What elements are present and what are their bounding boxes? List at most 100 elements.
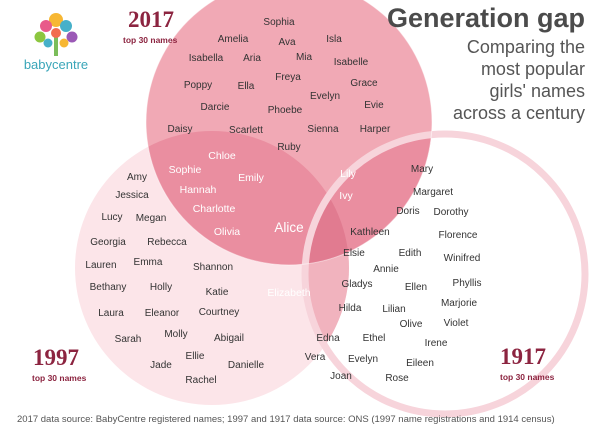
name-label: Bethany: [90, 282, 127, 293]
name-label: Lilian: [382, 304, 405, 315]
name-label: Hannah: [180, 184, 217, 196]
subtitle-line: most popular: [480, 59, 585, 79]
name-label: Evie: [364, 100, 384, 111]
page-subtitle: Comparing the most popular girls' names …: [385, 36, 585, 124]
name-label: Ivy: [339, 190, 353, 202]
names-1917-only: Mary Margaret Doris Dorothy Kathleen Flo…: [305, 164, 482, 384]
name-label: Holly: [150, 282, 172, 293]
name-label: Lily: [340, 168, 357, 180]
name-label: Georgia: [90, 237, 126, 248]
overlap-2017-1997: [146, 131, 349, 265]
subtitle-line: across a century: [452, 103, 585, 123]
name-label: Joan: [330, 371, 352, 382]
name-label: Daisy: [167, 124, 192, 135]
name-label: Olive: [400, 319, 423, 330]
name-label: Annie: [373, 264, 399, 275]
name-label: Freya: [275, 72, 301, 83]
ring-1917: [301, 130, 589, 418]
name-label: Amy: [127, 172, 147, 183]
name-label: Irene: [425, 338, 448, 349]
name-label: Lucy: [101, 212, 122, 223]
name-label: Ava: [278, 37, 295, 48]
year-label-2017: 2017: [128, 7, 174, 32]
names-2017-1917: Lily Ivy: [339, 168, 356, 202]
name-label: Ella: [238, 81, 255, 92]
name-label: Ruby: [277, 142, 300, 153]
name-label: Edith: [399, 248, 422, 259]
name-label: Molly: [164, 329, 187, 340]
name-label: Sienna: [307, 124, 339, 135]
name-label: Phoebe: [268, 105, 303, 116]
name-label: Dorothy: [433, 207, 468, 218]
year-caption-2017: top 30 names: [123, 35, 178, 45]
name-label: Eleanor: [145, 308, 180, 319]
subtitle-line: girls' names: [489, 81, 585, 101]
name-label: Margaret: [413, 187, 453, 198]
name-label: Phyllis: [453, 278, 482, 289]
name-label: Gladys: [341, 279, 372, 290]
babycentre-logo-icon: [34, 13, 78, 56]
name-label: Sophia: [263, 17, 295, 28]
name-label: Scarlett: [229, 125, 263, 136]
name-label: Ethel: [363, 333, 386, 344]
name-label: Darcie: [201, 102, 230, 113]
name-label: Vera: [305, 352, 326, 363]
names-2017-only: Sophia Amelia Ava Isla Isabella Aria Mia…: [167, 17, 390, 153]
names-1997-only: Amy Jessica Lucy Megan Georgia Rebecca L…: [85, 172, 264, 386]
name-label: Mia: [296, 52, 313, 63]
name-label: Mary: [411, 164, 433, 175]
name-label: Ellie: [186, 351, 205, 362]
name-label: Abigail: [214, 333, 244, 344]
name-label: Eileen: [406, 358, 434, 369]
name-label: Chloe: [208, 150, 236, 162]
subtitle-line: Comparing the: [466, 37, 585, 57]
name-label: Edna: [316, 333, 340, 344]
name-label: Courtney: [199, 307, 240, 318]
name-label: Isabelle: [334, 57, 369, 68]
name-label: Florence: [439, 230, 478, 241]
brand-name: babycentre: [23, 57, 89, 72]
name-label-center: Alice: [274, 220, 303, 235]
name-label: Rebecca: [147, 237, 187, 248]
year-caption-1917: top 30 names: [500, 372, 555, 382]
name-label: Evelyn: [310, 91, 340, 102]
year-label-1917: 1917: [500, 344, 546, 369]
name-label: Kathleen: [350, 227, 389, 238]
name-label: Megan: [136, 213, 167, 224]
name-label: Emma: [134, 257, 163, 268]
name-label: Doris: [396, 206, 419, 217]
name-label: Rose: [385, 373, 409, 384]
data-source-footnote: 2017 data source: BabyCentre registered …: [17, 414, 555, 425]
name-label: Elsie: [343, 248, 365, 259]
name-label: Isla: [326, 34, 342, 45]
name-label: Evelyn: [348, 354, 378, 365]
name-label: Rachel: [185, 375, 216, 386]
name-label: Amelia: [218, 34, 249, 45]
name-label: Harper: [360, 124, 391, 135]
names-2017-1997: Chloe Sophie Emily Hannah Charlotte Oliv…: [169, 150, 265, 238]
name-label: Isabella: [189, 53, 224, 64]
name-label: Ellen: [405, 282, 427, 293]
name-label: Olivia: [214, 226, 240, 238]
name-label: Aria: [243, 53, 261, 64]
overlap-2017-1917: [305, 134, 432, 265]
name-label: Shannon: [193, 262, 233, 273]
name-label: Violet: [444, 318, 469, 329]
name-label: Emily: [238, 172, 264, 184]
name-label: Jessica: [115, 190, 149, 201]
name-label: Hilda: [339, 303, 362, 314]
name-label: Katie: [206, 287, 229, 298]
name-label: Sophie: [169, 164, 202, 176]
name-label: Danielle: [228, 360, 265, 371]
circle-2017-edge: [145, 0, 433, 266]
page-title: Generation gap: [386, 3, 585, 33]
name-label: Poppy: [184, 80, 212, 91]
name-label: Jade: [150, 360, 172, 371]
name-label: Winifred: [444, 253, 481, 264]
name-label: Grace: [350, 78, 378, 89]
name-label: Marjorie: [441, 298, 478, 309]
name-label: Elizabeth: [267, 287, 310, 299]
name-label: Lauren: [85, 260, 116, 271]
year-label-1997: 1997: [33, 345, 79, 370]
